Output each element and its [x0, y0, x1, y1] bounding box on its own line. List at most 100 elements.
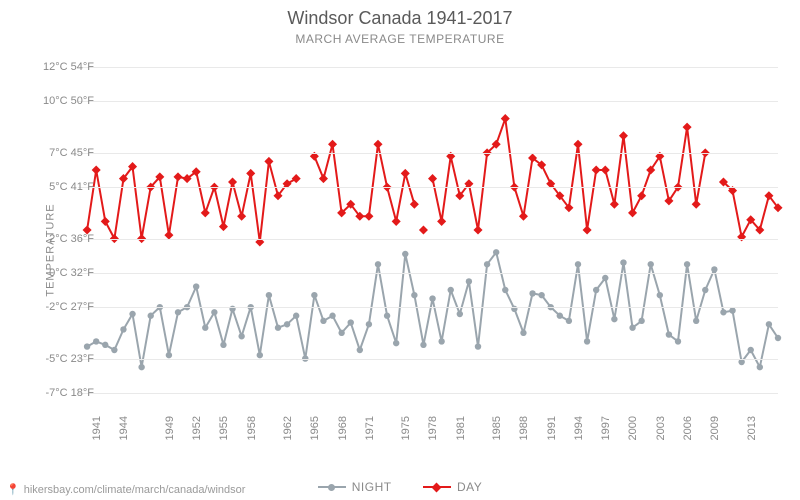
gridline [78, 393, 778, 394]
series-marker [402, 251, 408, 257]
series-marker [111, 347, 117, 353]
series-marker [720, 309, 726, 315]
series-marker [611, 316, 617, 322]
series-marker [573, 140, 582, 149]
gridline [78, 153, 778, 154]
series-marker [292, 174, 301, 183]
series-marker [148, 313, 154, 319]
series-marker [311, 292, 317, 298]
series-marker [375, 261, 381, 267]
series-marker [338, 330, 344, 336]
x-tick-label: 1975 [400, 416, 412, 440]
series-marker [675, 338, 681, 344]
series-marker [193, 283, 199, 289]
series-marker [566, 318, 572, 324]
series-line [87, 252, 778, 367]
series-marker [628, 208, 637, 217]
series-marker [202, 325, 208, 331]
series-marker [102, 342, 108, 348]
series-marker [684, 261, 690, 267]
series-marker [610, 200, 619, 209]
x-tick-label: 1941 [91, 416, 103, 440]
series-marker [393, 340, 399, 346]
series-marker [475, 343, 481, 349]
series-marker [328, 140, 337, 149]
x-tick-label: 1994 [573, 416, 585, 440]
series-marker [473, 225, 482, 234]
series-marker [173, 172, 182, 181]
series-marker [775, 335, 781, 341]
series-marker [584, 338, 590, 344]
series-marker [366, 321, 372, 327]
series-marker [448, 287, 454, 293]
x-tick-label: 2013 [746, 416, 758, 440]
series-marker [638, 318, 644, 324]
series-marker [738, 359, 744, 365]
x-tick-label: 1991 [546, 416, 558, 440]
series-marker [437, 217, 446, 226]
y-tick-label: 5°C 41°F [30, 181, 94, 193]
legend-label-day: Day [457, 480, 482, 494]
series-marker [392, 217, 401, 226]
series-marker [619, 131, 628, 140]
series-marker [420, 342, 426, 348]
series-marker [410, 200, 419, 209]
series-marker [364, 212, 373, 221]
series-marker [101, 217, 110, 226]
chart-container: Windsor Canada 1941-2017 March average t… [0, 0, 800, 500]
chart-title: Windsor Canada 1941-2017 [0, 8, 800, 29]
legend-swatch-day [423, 482, 451, 492]
series-marker [692, 200, 701, 209]
series-marker [748, 347, 754, 353]
series-marker [484, 261, 490, 267]
x-tick-label: 1978 [427, 416, 439, 440]
legend-item-night: Night [318, 480, 392, 494]
series-marker [428, 174, 437, 183]
gridline [78, 187, 778, 188]
series-marker [264, 157, 273, 166]
series-marker [538, 292, 544, 298]
series-marker [284, 321, 290, 327]
y-tick-label: 12°C 54°F [30, 61, 94, 73]
y-tick-label: 2°C 36°F [30, 233, 94, 245]
series-marker [693, 318, 699, 324]
series-marker [275, 325, 281, 331]
series-marker [320, 318, 326, 324]
series-marker [329, 313, 335, 319]
series-marker [629, 325, 635, 331]
x-tick-label: 1958 [246, 416, 258, 440]
series-marker [266, 292, 272, 298]
legend-label-night: Night [352, 480, 392, 494]
series-marker [702, 287, 708, 293]
gridline [78, 67, 778, 68]
x-tick-label: 1952 [191, 416, 203, 440]
series-marker [729, 307, 735, 313]
series-marker [757, 364, 763, 370]
series-line [314, 144, 414, 221]
map-pin-icon: 📍 [6, 483, 20, 496]
series-marker [575, 261, 581, 267]
legend-swatch-night [318, 482, 346, 492]
series-marker [620, 259, 626, 265]
series-line [87, 161, 296, 242]
x-tick-label: 1944 [118, 416, 130, 440]
legend-item-day: Day [423, 480, 482, 494]
series-marker [766, 321, 772, 327]
series-marker [238, 333, 244, 339]
x-tick-label: 1988 [518, 416, 530, 440]
y-tick-label: 10°C 50°F [30, 95, 94, 107]
series-marker [438, 338, 444, 344]
series-marker [737, 232, 746, 241]
series-marker [683, 123, 692, 132]
chart-subtitle: March average temperature [0, 32, 800, 46]
y-tick-label: -5°C 23°F [30, 353, 94, 365]
series-marker [138, 364, 144, 370]
attribution: 📍 hikersbay.com/climate/march/canada/win… [6, 483, 245, 496]
y-tick-label: 7°C 45°F [30, 147, 94, 159]
series-marker [84, 343, 90, 349]
series-marker [92, 165, 101, 174]
series-marker [220, 342, 226, 348]
series-marker [293, 313, 299, 319]
x-tick-label: 1955 [218, 416, 230, 440]
series-marker [501, 114, 510, 123]
